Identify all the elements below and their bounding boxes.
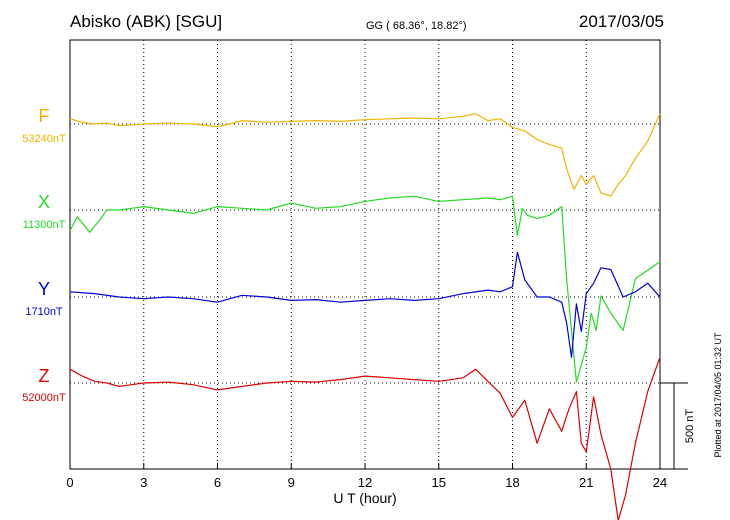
series-baseline-z: 52000nT bbox=[22, 392, 66, 404]
series-name-x: X bbox=[38, 192, 50, 212]
x-tick-label: 9 bbox=[288, 475, 295, 490]
x-tick-label: 18 bbox=[505, 475, 519, 490]
scale-bar-label: 500 nT bbox=[684, 409, 696, 444]
series-line-f bbox=[69, 113, 661, 197]
series-baseline-y: 1710nT bbox=[25, 306, 63, 318]
series-name-f: F bbox=[39, 106, 50, 126]
coords-label: GG ( 68.36°, 18.82°) bbox=[366, 20, 467, 32]
x-axis-label: U T (hour) bbox=[333, 490, 396, 506]
date-label: 2017/03/05 bbox=[579, 12, 664, 31]
series-baseline-x: 11300nT bbox=[23, 219, 66, 231]
x-tick-label: 0 bbox=[66, 475, 73, 490]
x-tick-label: 12 bbox=[358, 475, 372, 490]
x-tick-label: 6 bbox=[214, 475, 221, 490]
station-title: Abisko (ABK) [SGU] bbox=[70, 12, 222, 31]
series-line-x bbox=[69, 195, 661, 383]
series-name-y: Y bbox=[38, 279, 50, 299]
series-baseline-f: 53240nT bbox=[22, 133, 66, 145]
series-line-z bbox=[69, 356, 661, 520]
series-name-z: Z bbox=[39, 366, 50, 386]
x-tick-label: 24 bbox=[653, 475, 667, 490]
scale-bar: 500 nT bbox=[660, 382, 696, 470]
plotted-timestamp: Plotted at 2017/04/05 01:32 UT bbox=[713, 332, 723, 458]
x-tick-label: 21 bbox=[579, 475, 593, 490]
x-tick-label: 3 bbox=[140, 475, 147, 490]
x-tick-label: 15 bbox=[432, 475, 446, 490]
series-labels: F 53240nT X 11300nT Y 1710nT Z 52000nT bbox=[22, 106, 66, 404]
gridlines bbox=[143, 40, 587, 469]
series-line-y bbox=[69, 251, 661, 358]
x-axis-ticks: 0 3 6 9 12 15 18 21 24 bbox=[66, 463, 667, 490]
series-layer bbox=[69, 113, 661, 520]
